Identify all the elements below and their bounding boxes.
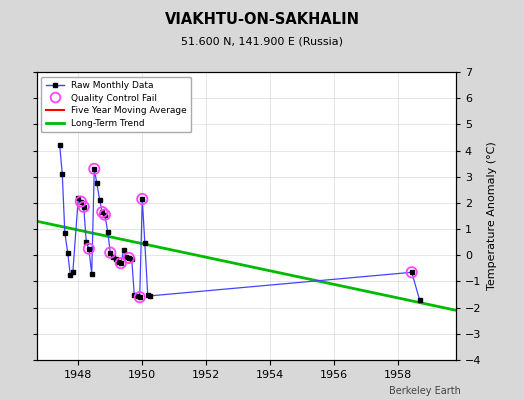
Point (85, 246, 93, 252)
Point (98, 209, 106, 215)
Text: VIAKHTU-ON-SAKHALIN: VIAKHTU-ON-SAKHALIN (165, 12, 359, 27)
Point (80, 204, 88, 210)
Point (106, 250, 114, 256)
Legend: Raw Monthly Data, Quality Control Fail, Five Year Moving Average, Long-Term Tren: Raw Monthly Data, Quality Control Fail, … (41, 76, 191, 132)
Y-axis label: Temperature Anomaly (°C): Temperature Anomaly (°C) (487, 142, 497, 290)
Text: Berkeley Earth: Berkeley Earth (389, 386, 461, 396)
Text: 51.600 N, 141.900 E (Russia): 51.600 N, 141.900 E (Russia) (181, 36, 343, 46)
Point (136, 294, 144, 300)
Point (117, 260, 125, 266)
Point (138, 196, 147, 202)
Point (90, 166, 99, 172)
Point (101, 212, 109, 218)
Point (408, 269, 416, 276)
Point (125, 255, 133, 261)
Point (77, 198, 85, 205)
